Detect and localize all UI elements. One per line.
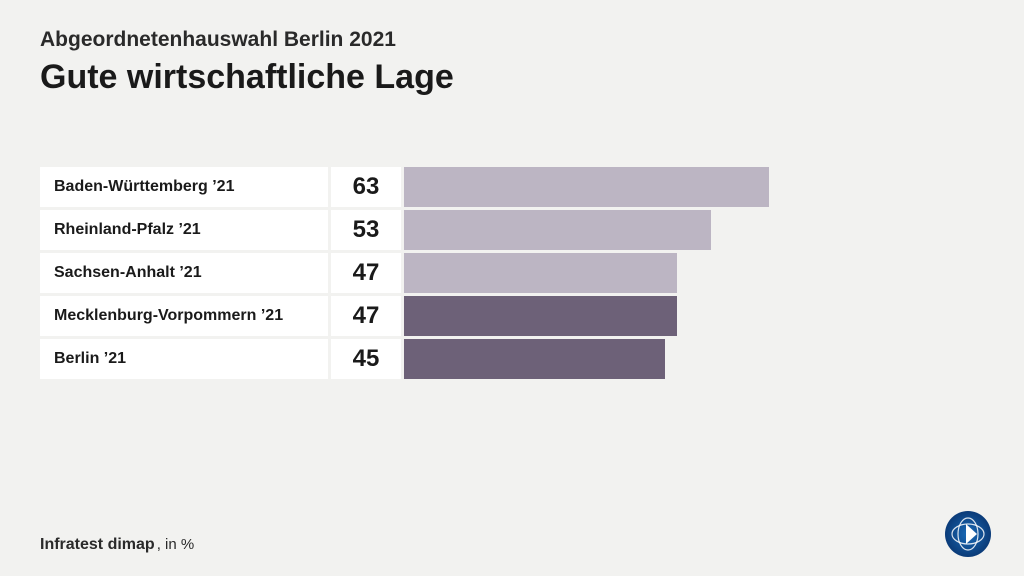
row-value: 45	[331, 339, 401, 379]
row-label: Rheinland-Pfalz ’21	[40, 210, 328, 250]
chart-footer: Infratest dimap , in %	[40, 536, 194, 554]
bar	[404, 339, 665, 379]
bar	[404, 210, 711, 250]
source-label: Infratest dimap	[40, 536, 155, 554]
bar-chart: Baden-Württemberg ’21 63 Rheinland-Pfalz…	[0, 167, 1024, 379]
row-label: Berlin ’21	[40, 339, 328, 379]
chart-title: Gute wirtschaftliche Lage	[40, 58, 984, 97]
chart-row: Berlin ’21 45	[40, 339, 984, 379]
chart-row: Mecklenburg-Vorpommern ’21 47	[40, 296, 984, 336]
row-label: Mecklenburg-Vorpommern ’21	[40, 296, 328, 336]
row-value: 53	[331, 210, 401, 250]
chart-row: Rheinland-Pfalz ’21 53	[40, 210, 984, 250]
bar-area	[404, 339, 984, 379]
row-value: 47	[331, 253, 401, 293]
chart-row: Sachsen-Anhalt ’21 47	[40, 253, 984, 293]
bar-area	[404, 253, 984, 293]
chart-header: Abgeordnetenhauswahl Berlin 2021 Gute wi…	[0, 0, 1024, 97]
bar-area	[404, 296, 984, 336]
row-value: 47	[331, 296, 401, 336]
chart-row: Baden-Württemberg ’21 63	[40, 167, 984, 207]
row-label: Baden-Württemberg ’21	[40, 167, 328, 207]
chart-subtitle: Abgeordnetenhauswahl Berlin 2021	[40, 28, 984, 52]
bar	[404, 167, 769, 207]
broadcaster-logo-icon	[944, 510, 992, 558]
row-value: 63	[331, 167, 401, 207]
bar	[404, 253, 677, 293]
bar-area	[404, 167, 984, 207]
unit-label: , in %	[157, 536, 195, 553]
bar-area	[404, 210, 984, 250]
row-label: Sachsen-Anhalt ’21	[40, 253, 328, 293]
bar	[404, 296, 677, 336]
